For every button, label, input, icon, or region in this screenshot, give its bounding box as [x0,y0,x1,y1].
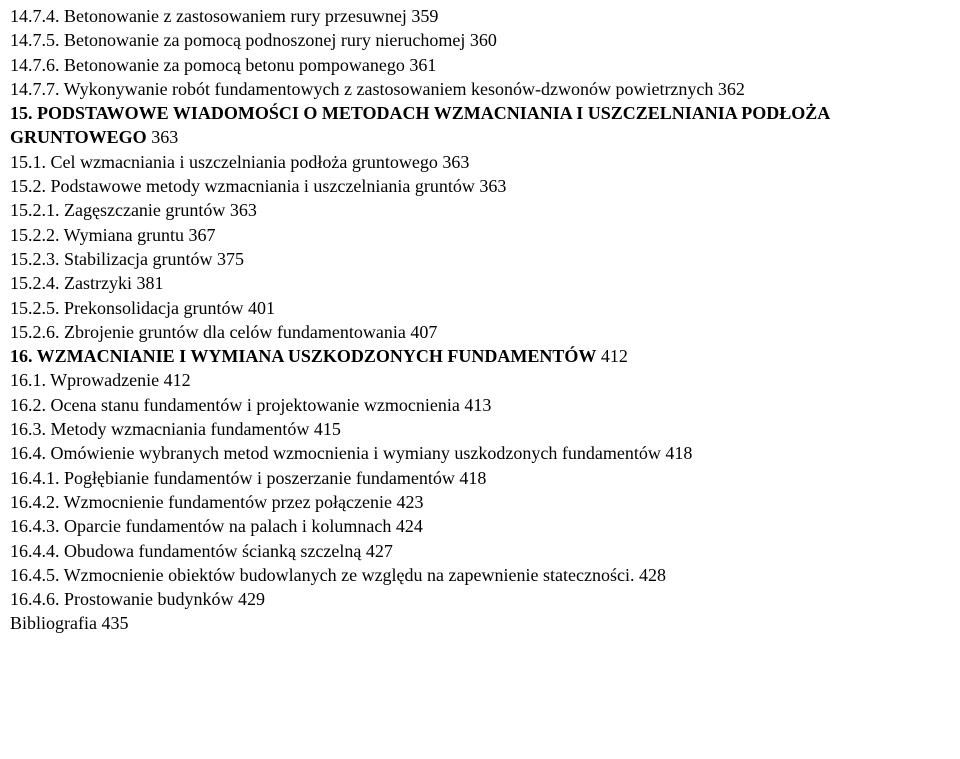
toc-line: 16.3. Metody wzmacniania fundamentów 415 [10,417,950,441]
toc-line: 16.4.2. Wzmocnienie fundamentów przez po… [10,490,950,514]
toc-text: 363 [147,127,179,147]
toc-heading-text: 16. WZMACNIANIE I WYMIANA USZKODZONYCH F… [10,346,596,366]
toc-heading-text: 15. PODSTAWOWE WIADOMOŚCI O METODACH WZM… [10,103,829,147]
toc-line: 16.4.4. Obudowa fundamentów ścianką szcz… [10,539,950,563]
toc-line: 15.2.5. Prekonsolidacja gruntów 401 [10,296,950,320]
toc-line: 15.2.2. Wymiana gruntu 367 [10,223,950,247]
toc-line: 15. PODSTAWOWE WIADOMOŚCI O METODACH WZM… [10,101,950,150]
toc-line: 15.2.3. Stabilizacja gruntów 375 [10,247,950,271]
toc-line: 15.2.1. Zagęszczanie gruntów 363 [10,198,950,222]
toc-line: 15.2. Podstawowe metody wzmacniania i us… [10,174,950,198]
toc-text: 412 [596,346,628,366]
toc-line: 14.7.7. Wykonywanie robót fundamentowych… [10,77,950,101]
toc-line: 15.1. Cel wzmacniania i uszczelniania po… [10,150,950,174]
toc-line: 14.7.6. Betonowanie za pomocą betonu pom… [10,53,950,77]
toc-line: 16.4.1. Pogłębianie fundamentów i poszer… [10,466,950,490]
toc-line: 16.1. Wprowadzenie 412 [10,368,950,392]
toc-line: 14.7.5. Betonowanie za pomocą podnoszone… [10,28,950,52]
toc-line: 16. WZMACNIANIE I WYMIANA USZKODZONYCH F… [10,344,950,368]
toc-line: 15.2.6. Zbrojenie gruntów dla celów fund… [10,320,950,344]
toc-line: 14.7.4. Betonowanie z zastosowaniem rury… [10,4,950,28]
toc-line: 16.4.6. Prostowanie budynków 429 [10,587,950,611]
toc-page: 14.7.4. Betonowanie z zastosowaniem rury… [0,0,960,666]
toc-line: 15.2.4. Zastrzyki 381 [10,271,950,295]
toc-line: 16.4.3. Oparcie fundamentów na palach i … [10,514,950,538]
toc-line: Bibliografia 435 [10,611,950,635]
toc-line: 16.2. Ocena stanu fundamentów i projekto… [10,393,950,417]
toc-line: 16.4.5. Wzmocnienie obiektów budowlanych… [10,563,950,587]
toc-line: 16.4. Omówienie wybranych metod wzmocnie… [10,441,950,465]
